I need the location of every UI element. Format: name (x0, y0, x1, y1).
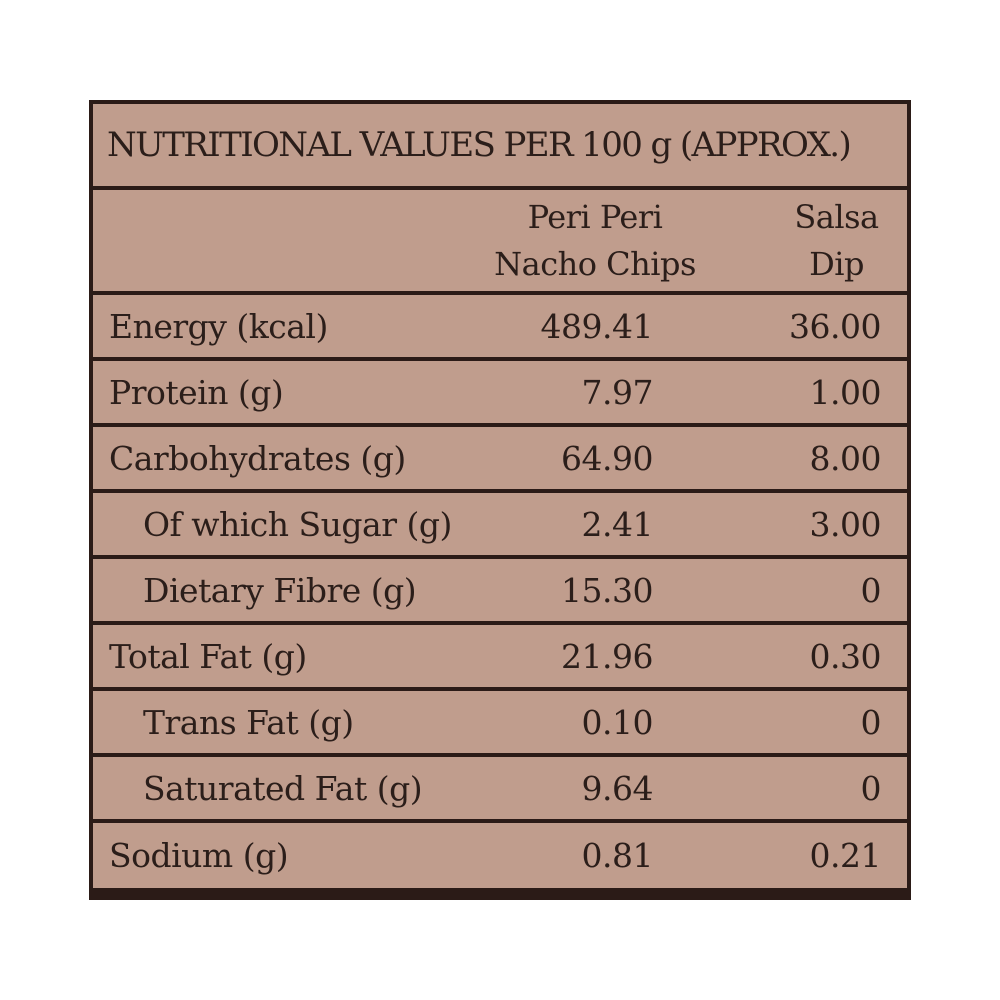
dip-value: 0 (860, 570, 882, 610)
table-row-carbohydrates: Carbohydrates (g) 64.90 8.00 (93, 427, 907, 489)
row-label: Total Fat (g) (109, 636, 307, 676)
row-label: Energy (kcal) (109, 306, 328, 346)
table-row-protein: Protein (g) 7.97 1.00 (93, 361, 907, 423)
chips-value: 64.90 (561, 438, 653, 478)
nutrition-table-grid: NUTRITIONAL VALUES PER 100 g (APPROX.) P… (93, 104, 907, 896)
column-header-chips-line1: Peri Peri (527, 197, 663, 236)
column-header-row: Peri Peri Nacho Chips Salsa Dip (93, 190, 907, 291)
dip-value: 8.00 (809, 438, 882, 478)
table-row-energy: Energy (kcal) 489.41 36.00 (93, 295, 907, 357)
dip-value: 0 (860, 768, 882, 808)
chips-value: 15.30 (561, 570, 653, 610)
column-header-dip-line1: Salsa (794, 197, 879, 236)
row-label: Sodium (g) (109, 836, 289, 875)
chips-value: 21.96 (561, 636, 653, 676)
table-row-dietary-fibre: Dietary Fibre (g) 15.30 0 (93, 559, 907, 621)
column-header-chips-line2: Nacho Chips (494, 244, 696, 283)
chips-value: 0.10 (581, 702, 654, 742)
table-title: NUTRITIONAL VALUES PER 100 g (APPROX.) (107, 125, 852, 165)
dip-value: 36.00 (789, 306, 881, 346)
chips-value: 0.81 (581, 836, 654, 875)
chips-value: 2.41 (581, 504, 654, 544)
chips-value: 7.97 (581, 372, 654, 412)
row-label: Protein (g) (109, 372, 284, 412)
row-label: Carbohydrates (g) (109, 438, 406, 478)
chips-value: 489.41 (540, 306, 654, 346)
table-row-saturated-fat: Saturated Fat (g) 9.64 0 (93, 757, 907, 819)
dip-value: 0 (860, 702, 882, 742)
column-header-dip: Salsa Dip (769, 190, 904, 291)
dip-value: 1.00 (809, 372, 882, 412)
column-header-dip-line2: Dip (809, 244, 864, 283)
row-label: Trans Fat (g) (143, 702, 354, 742)
nutrition-table: NUTRITIONAL VALUES PER 100 g (APPROX.) P… (89, 100, 911, 900)
row-label: Of which Sugar (g) (143, 504, 452, 544)
dip-value: 0.21 (809, 836, 882, 875)
table-row-sugar: Of which Sugar (g) 2.41 3.00 (93, 493, 907, 555)
table-title-row: NUTRITIONAL VALUES PER 100 g (APPROX.) (93, 104, 907, 186)
dip-value: 0.30 (809, 636, 882, 676)
chips-value: 9.64 (581, 768, 654, 808)
table-row-sodium: Sodium (g) 0.81 0.21 (93, 823, 907, 888)
table-row-trans-fat: Trans Fat (g) 0.10 0 (93, 691, 907, 753)
row-label: Saturated Fat (g) (143, 768, 423, 808)
column-header-chips: Peri Peri Nacho Chips (475, 190, 715, 291)
row-label: Dietary Fibre (g) (143, 570, 417, 610)
dip-value: 3.00 (809, 504, 882, 544)
table-row-total-fat: Total Fat (g) 21.96 0.30 (93, 625, 907, 687)
